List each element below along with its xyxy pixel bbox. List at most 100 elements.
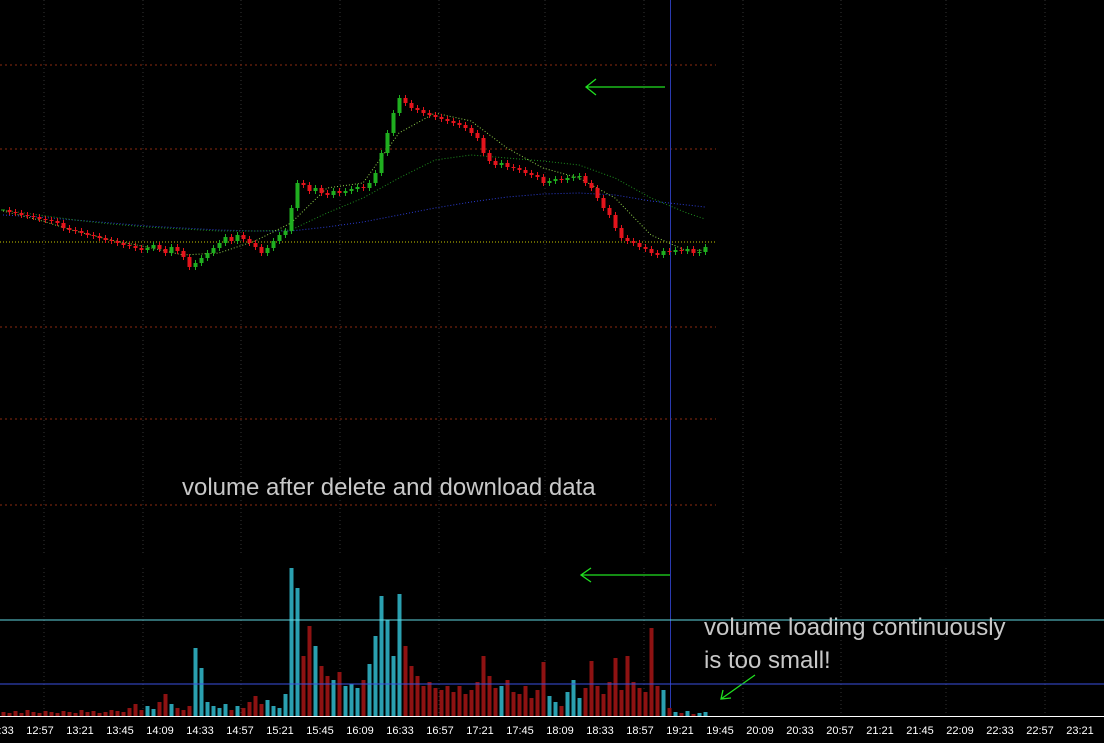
candle <box>463 125 468 128</box>
candle <box>115 241 120 243</box>
volume-bar <box>253 696 258 716</box>
candle <box>13 212 18 213</box>
candle <box>571 177 576 178</box>
volume-bar <box>619 690 624 716</box>
candle <box>397 98 402 113</box>
candle <box>685 249 690 251</box>
candle <box>535 175 540 177</box>
candle <box>487 153 492 161</box>
volume-bar <box>289 568 294 716</box>
x-tick-label: 14:33 <box>186 725 214 737</box>
volume-bar <box>127 708 132 716</box>
candle <box>109 240 114 241</box>
x-tick-label: 15:45 <box>306 725 334 737</box>
volume-bar <box>457 686 462 716</box>
candle <box>25 215 30 216</box>
x-tick-label: 12:57 <box>26 725 54 737</box>
candle <box>607 208 612 215</box>
candle <box>157 245 162 249</box>
candle <box>313 188 318 191</box>
volume-bar <box>199 668 204 716</box>
x-tick-label: 20:09 <box>746 725 774 737</box>
volume-bar <box>241 708 246 716</box>
candle <box>577 176 582 177</box>
candle <box>643 247 648 249</box>
volume-bar <box>13 711 18 716</box>
candle <box>301 183 306 185</box>
x-tick-label: 19:45 <box>706 725 734 737</box>
candle <box>469 128 474 133</box>
volume-bar <box>547 696 552 716</box>
volume-bar <box>43 711 48 716</box>
x-tick-label: 16:57 <box>426 725 454 737</box>
x-tick-label: 23:21 <box>1066 725 1094 737</box>
candle <box>145 248 150 250</box>
volume-bar <box>169 704 174 716</box>
candle <box>589 183 594 188</box>
volume-bar <box>91 711 96 716</box>
candle <box>595 188 600 198</box>
volume-bar <box>667 708 672 716</box>
candle <box>703 247 708 252</box>
candle <box>325 193 330 195</box>
candle <box>559 179 564 180</box>
volume-bar <box>451 692 456 716</box>
volume-bar <box>643 692 648 716</box>
candle <box>175 247 180 251</box>
volume-bar <box>487 676 492 716</box>
volume-bar <box>397 594 402 716</box>
volume-bar <box>553 702 558 716</box>
candle <box>271 241 276 248</box>
candle <box>361 187 366 188</box>
x-tick-label: 16:09 <box>346 725 374 737</box>
volume-bar <box>427 682 432 716</box>
candle <box>403 98 408 103</box>
candle <box>7 210 12 212</box>
x-tick-label: 18:33 <box>586 725 614 737</box>
volume-bar <box>145 706 150 716</box>
volume-bar <box>409 666 414 716</box>
x-tick-label: 13:21 <box>66 725 94 737</box>
candle <box>229 237 234 241</box>
candle <box>259 247 264 253</box>
candle <box>385 133 390 153</box>
candle <box>373 173 378 183</box>
annotation: is too small! <box>704 647 831 674</box>
candle <box>37 217 42 219</box>
x-tick-label: 22:33 <box>986 725 1014 737</box>
volume-bar <box>691 714 696 716</box>
volume-bar <box>25 710 30 716</box>
x-tick-label: 22:09 <box>946 725 974 737</box>
candle <box>43 219 48 220</box>
volume-bar <box>73 713 78 716</box>
volume-bar <box>697 713 702 716</box>
volume-bar <box>391 656 396 716</box>
volume-bar <box>259 704 264 716</box>
volume-bar <box>313 646 318 716</box>
volume-bar <box>673 712 678 716</box>
volume-bar <box>103 712 108 716</box>
x-tick-label: 14:09 <box>146 725 174 737</box>
candle <box>553 179 558 181</box>
volume-bar <box>307 626 312 716</box>
candle <box>205 253 210 258</box>
volume-bar <box>229 710 234 716</box>
candle <box>181 251 186 257</box>
volume-bar <box>523 686 528 716</box>
volume-bar <box>469 690 474 716</box>
volume-bar <box>613 658 618 716</box>
candle <box>331 191 336 195</box>
volume-bar <box>655 686 660 716</box>
volume-bar <box>685 711 690 716</box>
candle <box>235 235 240 241</box>
volume-bar <box>49 712 54 716</box>
candle <box>439 117 444 119</box>
candle <box>289 208 294 231</box>
volume-bar <box>121 712 126 716</box>
volume-bar <box>463 694 468 716</box>
candle <box>445 119 450 121</box>
volume-bar <box>385 620 390 716</box>
candle <box>85 233 90 235</box>
candle <box>613 215 618 228</box>
